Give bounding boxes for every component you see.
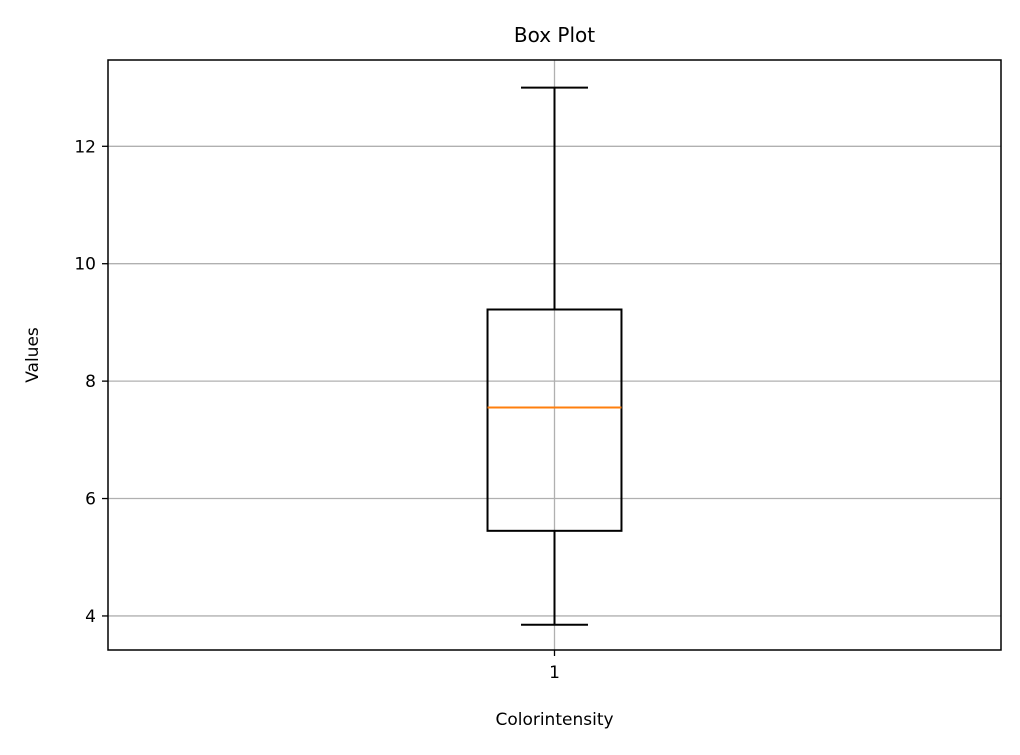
y-axis-label: Values [23,327,43,383]
y-tick-label: 12 [74,137,96,157]
y-tick-label: 6 [85,490,96,510]
y-tick-label: 10 [74,255,96,275]
y-tick-label: 8 [85,372,96,392]
x-axis-label: Colorintensity [495,710,613,730]
box-layer [486,86,623,626]
x-tick-label: 1 [549,663,560,683]
interquartile-box [486,308,623,532]
tick-layer: 4 6 8 10 12 1 [74,137,560,683]
y-tick-label: 4 [85,607,96,627]
chart-title: Box Plot [514,23,595,47]
